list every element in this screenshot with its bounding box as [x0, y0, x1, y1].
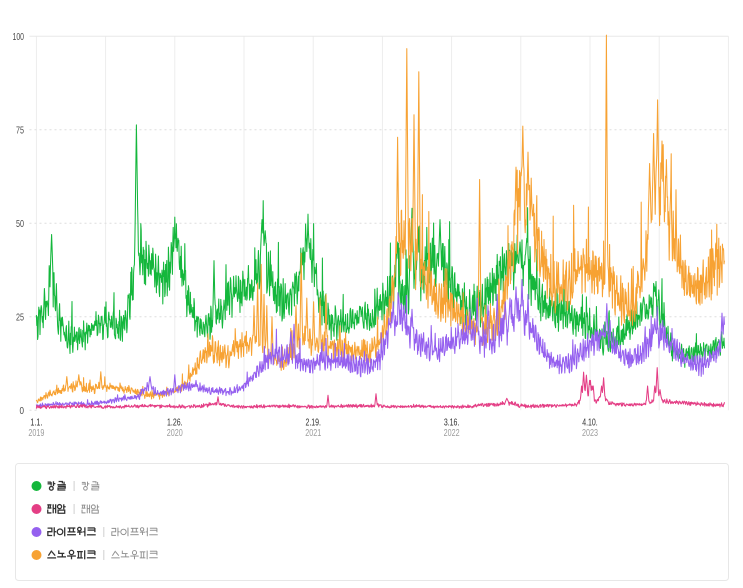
- svg-text:2023: 2023: [582, 428, 598, 439]
- svg-text:75: 75: [16, 125, 24, 136]
- svg-text:2019: 2019: [28, 428, 44, 439]
- svg-text:3.16.: 3.16.: [444, 418, 460, 429]
- svg-text:2022: 2022: [444, 428, 460, 439]
- svg-text:50: 50: [16, 219, 24, 230]
- svg-text:2021: 2021: [305, 428, 321, 439]
- svg-text:1.26.: 1.26.: [167, 418, 183, 429]
- svg-text:25: 25: [16, 312, 24, 323]
- svg-text:2.19.: 2.19.: [305, 418, 321, 429]
- svg-text:100: 100: [13, 32, 25, 43]
- svg-text:2020: 2020: [167, 428, 183, 439]
- svg-text:1.1.: 1.1.: [30, 418, 42, 429]
- svg-text:0: 0: [20, 406, 25, 417]
- svg-text:4.10.: 4.10.: [582, 418, 598, 429]
